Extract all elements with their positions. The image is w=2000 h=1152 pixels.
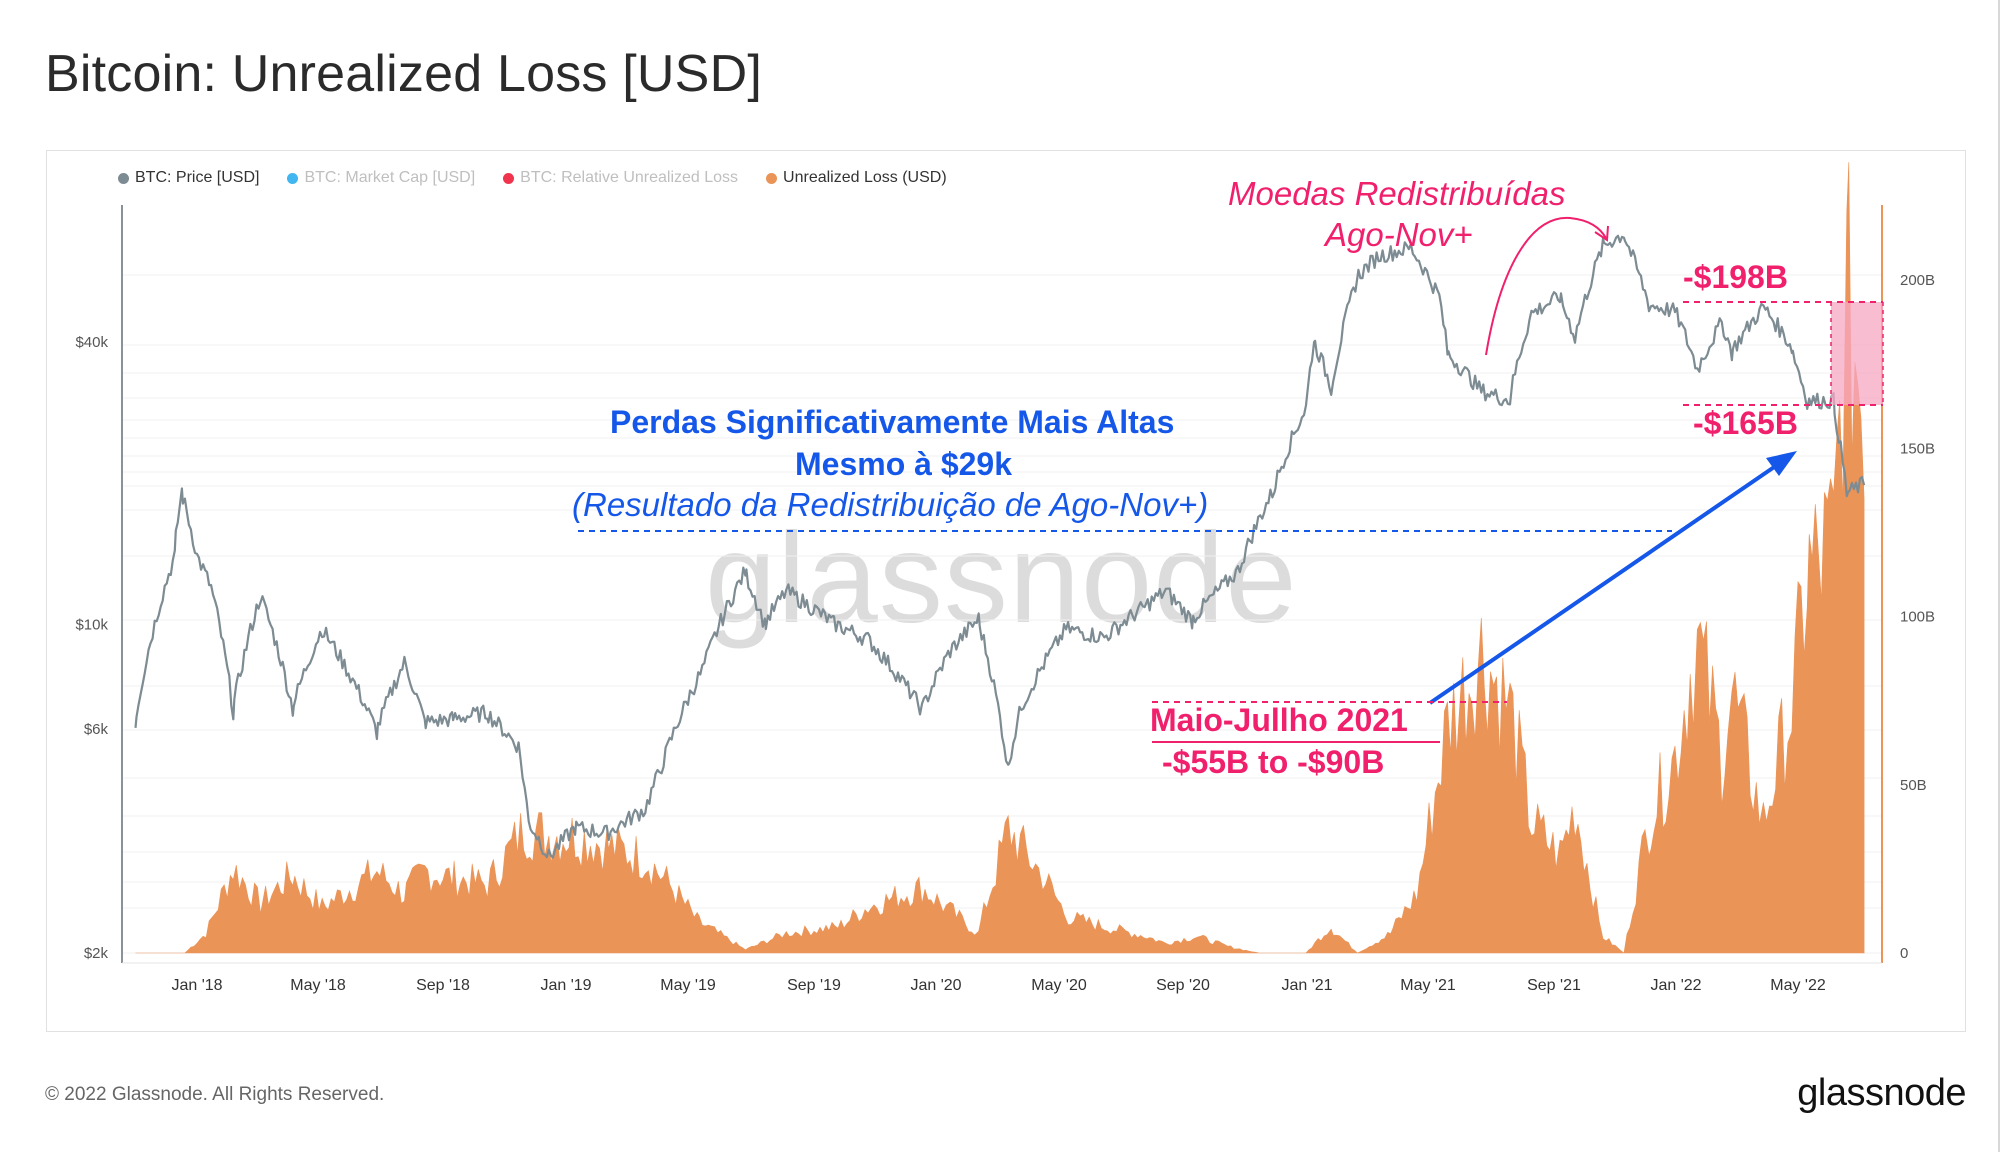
axes-layer: $2k $6k $10k $40k 0 50B 100B 150B 200B Jan '18 May… [75,205,1935,994]
pink-curved-arrow [1485,216,1607,356]
legend-dot-market-cap [287,172,299,184]
price-line-layer [134,234,1866,859]
pink-highlight-region [1831,302,1883,405]
legend-dot-relative-loss [503,172,515,184]
grid-lines [122,274,1882,954]
chart-legend: BTC: Price [USD] BTC: Market Cap [USD] B… [118,169,947,187]
legend-item-price[interactable]: BTC: Price [USD] [118,169,259,187]
blue-arrow-head [1766,451,1797,476]
annotation-maio-line1: Maio-Jullho 2021 [1150,702,1408,738]
x-tick-label-8: Sep '20 [1156,977,1210,994]
series-btc-price-line [134,234,1866,859]
annotation-pink-line2: Ago-Nov+ [1325,216,1473,253]
annotation-blue-line3: (Resultado da Redistribuição de Ago-Nov+… [572,486,1209,523]
right-tick-label-1: 50B [1900,777,1927,794]
legend-item-relative-loss[interactable]: BTC: Relative Unrealized Loss [503,169,738,187]
annotation-pink-line1: Moedas Redistribuídas [1228,175,1566,212]
left-tick-label-2: $10k [75,617,108,634]
x-tick-label-11: Sep '21 [1527,977,1581,994]
left-tick-label-1: $6k [84,721,109,738]
left-tick-label-0: $2k [84,945,109,962]
annotation-198b: -$198B [1683,259,1788,295]
chart-panel [46,150,1966,1032]
x-tick-label-3: Jan '19 [540,977,591,994]
legend-label-price: BTC: Price [USD] [135,169,260,186]
right-tick-label-0: 0 [1900,945,1908,962]
annotation-blue-line2: Mesmo à $29k [795,446,1013,482]
right-tick-label-3: 150B [1900,440,1935,457]
x-tick-label-0: Jan '18 [171,977,222,994]
annotation-165b: -$165B [1693,405,1798,441]
x-tick-label-13: May '22 [1770,977,1826,994]
legend-label-unrealized-loss: Unrealized Loss (USD) [783,169,947,186]
x-tick-label-1: May '18 [290,977,346,994]
x-tick-label-12: Jan '22 [1650,977,1701,994]
x-tick-label-5: Sep '19 [787,977,841,994]
annotation-maio-line2: -$55B to -$90B [1162,744,1385,780]
footer-copyright: © 2022 Glassnode. All Rights Reserved. [45,1084,385,1105]
annotation-blue-line1: Perdas Significativamente Mais Altas [610,404,1175,440]
blue-arrow-shaft [1428,461,1782,705]
legend-dot-price [118,172,129,184]
loss-area-layer [135,162,1865,954]
legend-label-relative-loss: BTC: Relative Unrealized Loss [520,169,739,186]
brand-logo: glassnode [1797,1072,1966,1114]
series-unrealized-loss-area [135,162,1865,954]
legend-label-market-cap: BTC: Market Cap [USD] [304,169,476,186]
right-tick-label-4: 200B [1900,272,1935,289]
pink-curved-arrow-head [1594,225,1609,242]
legend-item-unrealized-loss[interactable]: Unrealized Loss (USD) [766,169,947,187]
x-tick-label-7: May '20 [1031,977,1087,994]
x-tick-label-9: Jan '21 [1281,977,1332,994]
x-tick-label-4: May '19 [660,977,716,994]
x-tick-label-2: Sep '18 [416,977,470,994]
x-tick-label-10: May '21 [1400,977,1456,994]
legend-dot-unrealized-loss [766,172,778,184]
left-tick-label-3: $40k [75,334,108,351]
page-title: Bitcoin: Unrealized Loss [USD] [45,45,762,103]
page-edge [1998,0,2000,1152]
x-tick-label-6: Jan '20 [910,977,961,994]
right-tick-label-2: 100B [1900,609,1935,626]
legend-item-market-cap[interactable]: BTC: Market Cap [USD] [287,169,475,187]
annotation-overlay [578,216,1884,743]
